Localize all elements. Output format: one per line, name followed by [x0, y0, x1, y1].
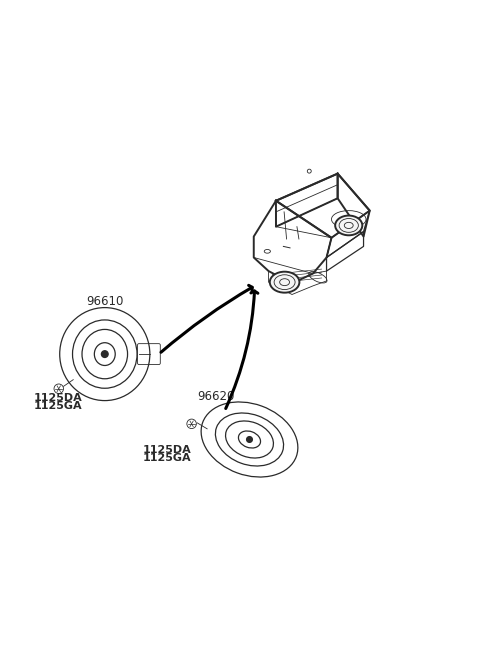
Circle shape [101, 351, 108, 358]
Text: 1125GA: 1125GA [34, 401, 82, 411]
Circle shape [247, 437, 252, 442]
Text: 1125DA: 1125DA [34, 393, 83, 403]
Text: 96610: 96610 [86, 295, 123, 308]
Text: 1125GA: 1125GA [143, 453, 192, 464]
Ellipse shape [270, 272, 300, 293]
Text: 1125DA: 1125DA [143, 445, 192, 455]
Ellipse shape [335, 216, 362, 236]
Text: 96620: 96620 [197, 390, 235, 403]
